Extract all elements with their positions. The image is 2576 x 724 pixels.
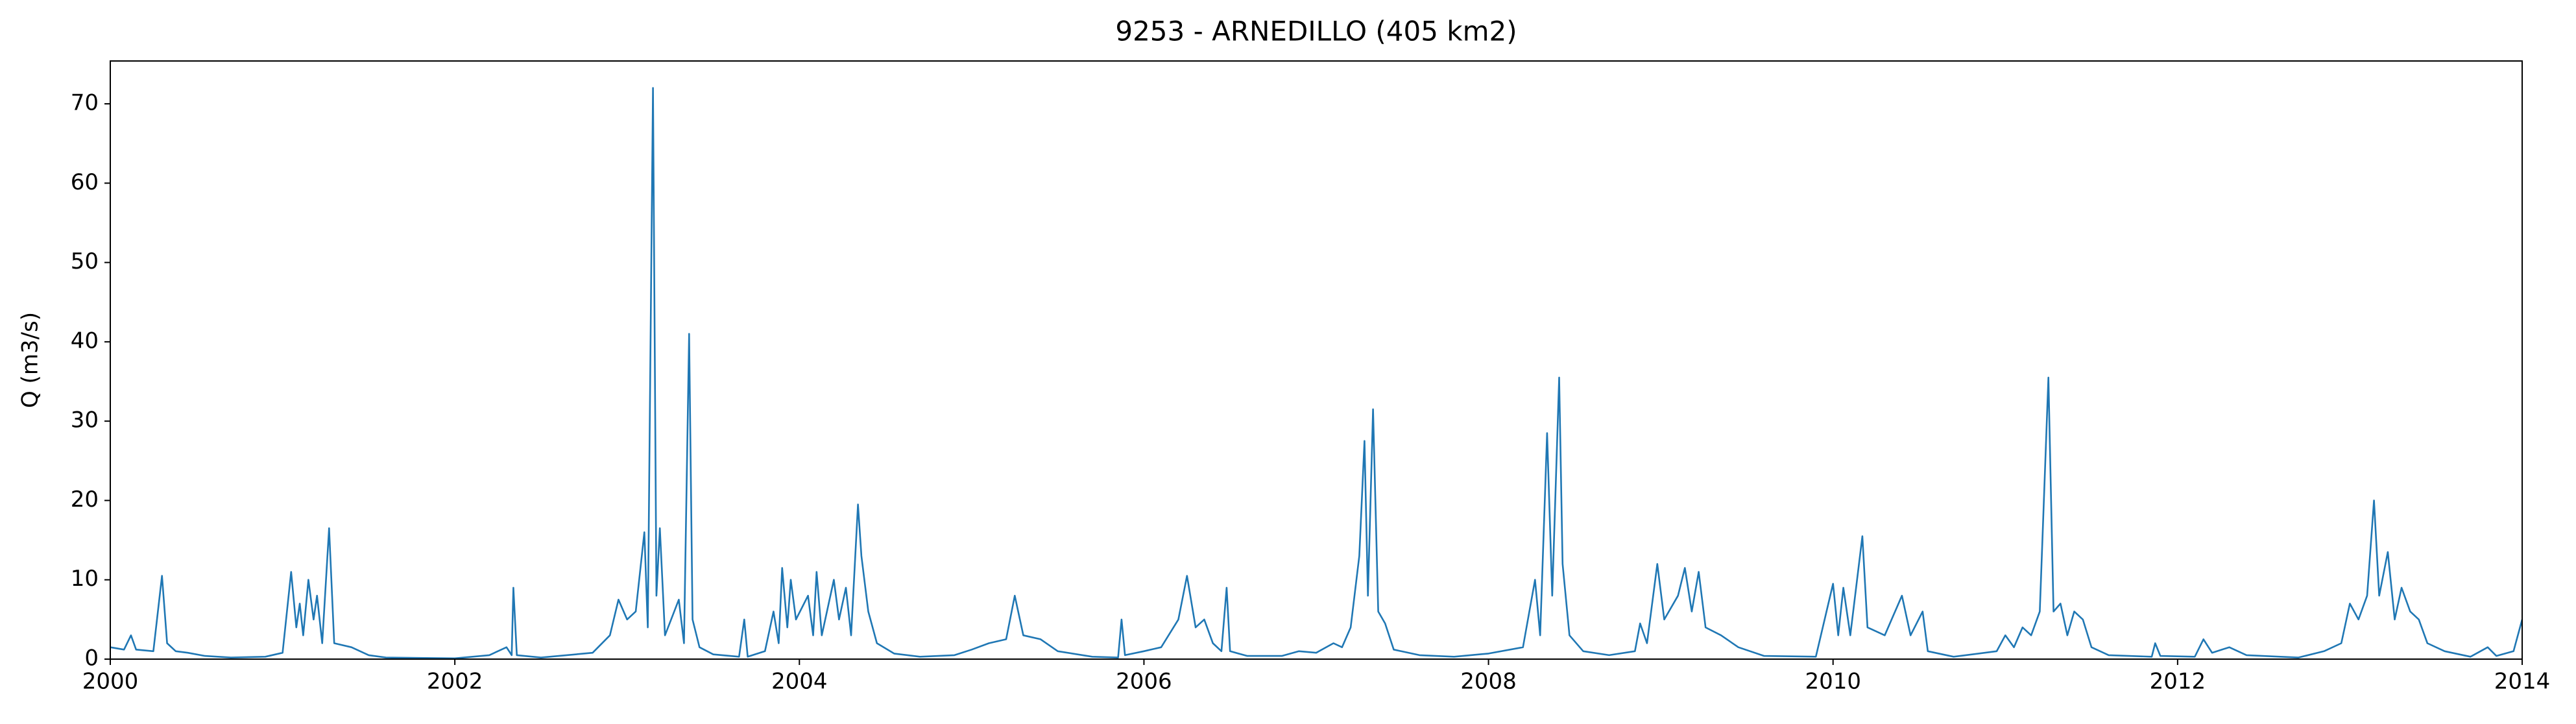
y-tick-label: 0: [84, 646, 99, 671]
y-tick-label: 20: [71, 487, 99, 513]
y-tick-label: 50: [71, 248, 99, 274]
x-tick-label: 2002: [427, 669, 483, 695]
y-tick-label: 60: [71, 169, 99, 195]
x-tick-label: 2010: [1805, 669, 1861, 695]
x-tick-label: 2014: [2494, 669, 2551, 695]
x-tick-label: 2004: [771, 669, 828, 695]
y-tick-label: 70: [71, 90, 99, 116]
x-tick-label: 2006: [1116, 669, 1172, 695]
plot-frame: [110, 60, 2523, 660]
x-tick-label: 2000: [82, 669, 139, 695]
y-tick-label: 40: [71, 328, 99, 354]
y-tick-label: 30: [71, 407, 99, 433]
y-tick-label: 10: [71, 566, 99, 592]
data-line: [110, 87, 2523, 660]
y-axis-label: Q (m3/s): [18, 312, 43, 408]
chart-title: 9253 - ARNEDILLO (405 km2): [1115, 16, 1517, 47]
x-tick-label: 2008: [1460, 669, 1517, 695]
x-tick-label: 2012: [2150, 669, 2206, 695]
